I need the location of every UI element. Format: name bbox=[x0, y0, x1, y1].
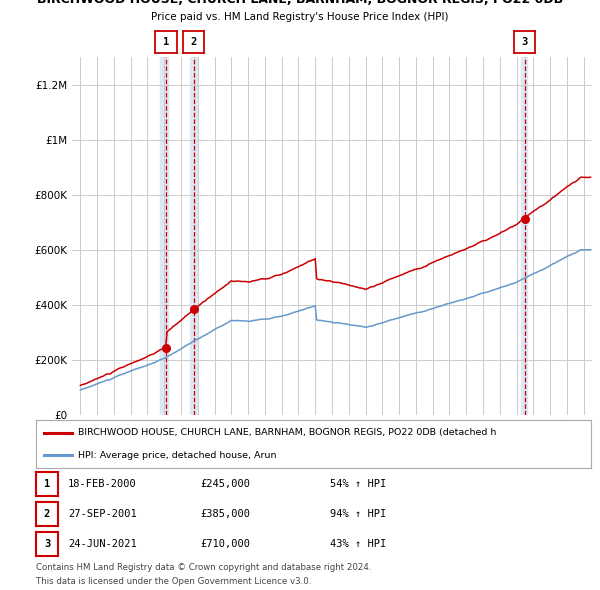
Text: 27-SEP-2001: 27-SEP-2001 bbox=[68, 509, 137, 519]
Text: 18-FEB-2000: 18-FEB-2000 bbox=[68, 479, 137, 489]
Text: 43% ↑ HPI: 43% ↑ HPI bbox=[330, 539, 386, 549]
Text: 2: 2 bbox=[190, 37, 197, 47]
Text: £710,000: £710,000 bbox=[200, 539, 250, 549]
Text: 2: 2 bbox=[44, 509, 50, 519]
Bar bbox=[521, 57, 527, 415]
Text: BIRCHWOOD HOUSE, CHURCH LANE, BARNHAM, BOGNOR REGIS, PO22 0DB: BIRCHWOOD HOUSE, CHURCH LANE, BARNHAM, B… bbox=[37, 0, 563, 6]
Text: BIRCHWOOD HOUSE, CHURCH LANE, BARNHAM, BOGNOR REGIS, PO22 0DB (detached h: BIRCHWOOD HOUSE, CHURCH LANE, BARNHAM, B… bbox=[77, 428, 496, 437]
Text: 24-JUN-2021: 24-JUN-2021 bbox=[68, 539, 137, 549]
Text: Contains HM Land Registry data © Crown copyright and database right 2024.: Contains HM Land Registry data © Crown c… bbox=[36, 563, 371, 572]
Text: 1: 1 bbox=[44, 479, 50, 489]
Text: 54% ↑ HPI: 54% ↑ HPI bbox=[330, 479, 386, 489]
Text: 1: 1 bbox=[163, 37, 169, 47]
Text: 3: 3 bbox=[521, 37, 527, 47]
Text: £385,000: £385,000 bbox=[200, 509, 250, 519]
Text: 94% ↑ HPI: 94% ↑ HPI bbox=[330, 509, 386, 519]
Bar bbox=[190, 57, 197, 415]
Text: HPI: Average price, detached house, Arun: HPI: Average price, detached house, Arun bbox=[77, 451, 276, 460]
Text: Price paid vs. HM Land Registry's House Price Index (HPI): Price paid vs. HM Land Registry's House … bbox=[151, 12, 449, 22]
Text: This data is licensed under the Open Government Licence v3.0.: This data is licensed under the Open Gov… bbox=[36, 578, 311, 586]
Text: 3: 3 bbox=[44, 539, 50, 549]
Bar bbox=[160, 57, 169, 415]
Text: £245,000: £245,000 bbox=[200, 479, 250, 489]
